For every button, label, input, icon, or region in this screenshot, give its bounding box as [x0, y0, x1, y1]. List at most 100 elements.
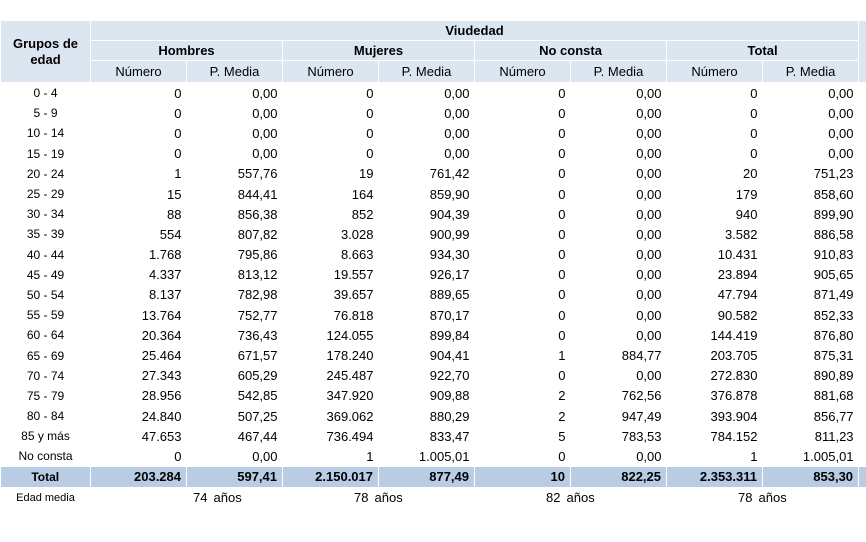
- group-header: Mujeres: [282, 40, 475, 61]
- spacer: [859, 224, 866, 244]
- spacer: [859, 366, 866, 386]
- spacer: [859, 406, 866, 426]
- cell: 926,17: [429, 267, 470, 283]
- cell: 0: [174, 125, 182, 141]
- row-label: 45 - 49: [26, 267, 65, 282]
- cell: 0,00: [636, 125, 662, 141]
- cell: 0,00: [636, 267, 662, 283]
- cell: 0,00: [252, 146, 278, 162]
- cell: 0: [366, 146, 374, 162]
- cell: 0,00: [636, 247, 662, 263]
- spacer: [859, 164, 866, 184]
- spacer: [858, 20, 866, 83]
- cell: 940: [735, 206, 758, 222]
- cell: 0: [558, 287, 566, 303]
- row-label: 85 y más: [21, 429, 70, 444]
- cell: 0: [750, 125, 758, 141]
- cell: 393.904: [710, 408, 758, 424]
- cell: 0: [558, 85, 566, 101]
- row-label: 35 - 39: [26, 227, 65, 242]
- cell: 761,42: [429, 166, 470, 182]
- cell: 751,23: [813, 166, 854, 182]
- cell: 900,99: [429, 226, 470, 242]
- header-row: Grupos de edad Viudedad: [0, 20, 866, 83]
- cell: 557,76: [237, 166, 278, 182]
- cell: 1: [366, 448, 374, 464]
- group-header: Total: [665, 40, 860, 61]
- table-row: 60 - 64 20.364 736,43 124.055 899,84 0 0,00 144…: [1, 325, 866, 345]
- row-label: 5 - 9: [33, 106, 58, 121]
- row-label: 0 - 4: [33, 86, 58, 101]
- spacer: [859, 386, 866, 406]
- cell: 0,00: [444, 85, 470, 101]
- mean-age: 74: [193, 490, 208, 506]
- cell: 934,30: [429, 247, 470, 263]
- cell: 1.005,01: [418, 448, 470, 464]
- cell: 2: [558, 388, 566, 404]
- cell: 0: [558, 247, 566, 263]
- table-row: 10 - 14 0 0,00 0 0,00 0 0,00 0 0,00: [1, 123, 866, 143]
- row-label: 15 - 19: [26, 146, 65, 161]
- spacer: [859, 83, 866, 104]
- spacer: [859, 265, 866, 285]
- cell: 0,00: [252, 105, 278, 121]
- unit: años: [758, 490, 787, 506]
- cell: 947,49: [621, 408, 662, 424]
- cell: 8.137: [148, 287, 182, 303]
- cell: 1.768: [148, 247, 182, 263]
- cell: 0,00: [636, 368, 662, 384]
- table-row: 50 - 54 8.137 782,98 39.657 889,65 0 0,00 47.79…: [1, 285, 866, 305]
- cell: 0,00: [636, 85, 662, 101]
- unit: años: [213, 490, 242, 506]
- cell: 0: [558, 327, 566, 343]
- cell: 811,23: [814, 428, 854, 444]
- column-header: Número: [474, 60, 571, 83]
- column-header: P. Media: [378, 60, 475, 83]
- spacer: [859, 446, 866, 466]
- cell: 88: [167, 206, 182, 222]
- row-label: 50 - 54: [26, 287, 65, 302]
- cell: 904,39: [429, 206, 470, 222]
- cell: 859,90: [429, 186, 470, 202]
- cell: 881,68: [813, 388, 854, 404]
- header-row: Hombres Mujeres No consta Total: [1, 40, 866, 61]
- cell: 0: [558, 206, 566, 222]
- cell: 784.152: [710, 428, 758, 444]
- cell: 1: [558, 348, 566, 364]
- cell: 82 años: [475, 487, 667, 509]
- cell: 807,82: [237, 226, 278, 242]
- cell: 0,00: [444, 105, 470, 121]
- cell: 507,25: [237, 408, 278, 424]
- table-row: No consta 0 0,00 1 1.005,01 0 0,00 1 1.005,01: [1, 446, 866, 466]
- cell: 1: [174, 166, 182, 182]
- spacer: [859, 325, 866, 345]
- cell: 369.062: [326, 408, 374, 424]
- cell: 20.364: [141, 327, 182, 343]
- cell: 178.240: [326, 348, 374, 364]
- cell: 909,88: [429, 388, 470, 404]
- spacer: [859, 103, 866, 123]
- cell: 0: [174, 146, 182, 162]
- spacer: [859, 245, 866, 265]
- cell: 78 años: [283, 487, 475, 509]
- cell: 905,65: [813, 267, 854, 283]
- cell: 671,57: [237, 348, 278, 364]
- cell: 0,00: [636, 226, 662, 242]
- spacer: [859, 305, 866, 325]
- cell: 876,80: [813, 327, 854, 343]
- header-row: Número P. Media Número P. Media Número P. Med…: [1, 60, 866, 83]
- row-label: 10 - 14: [26, 126, 65, 141]
- cell: 886,58: [813, 226, 854, 242]
- row-label: 80 - 84: [26, 409, 65, 424]
- mean-age: 78: [738, 490, 753, 506]
- row-label: 65 - 69: [26, 348, 65, 363]
- column-header: Número: [666, 60, 763, 83]
- cell: 0: [558, 105, 566, 121]
- cell: 782,98: [237, 287, 278, 303]
- cell: 833,47: [429, 428, 470, 444]
- cell: 853,30: [762, 466, 860, 487]
- table-row: 70 - 74 27.343 605,29 245.487 922,70 0 0,00 272…: [1, 366, 866, 386]
- cell: 904,41: [429, 348, 470, 364]
- cell: 15: [167, 186, 182, 202]
- cell: 870,17: [429, 307, 470, 323]
